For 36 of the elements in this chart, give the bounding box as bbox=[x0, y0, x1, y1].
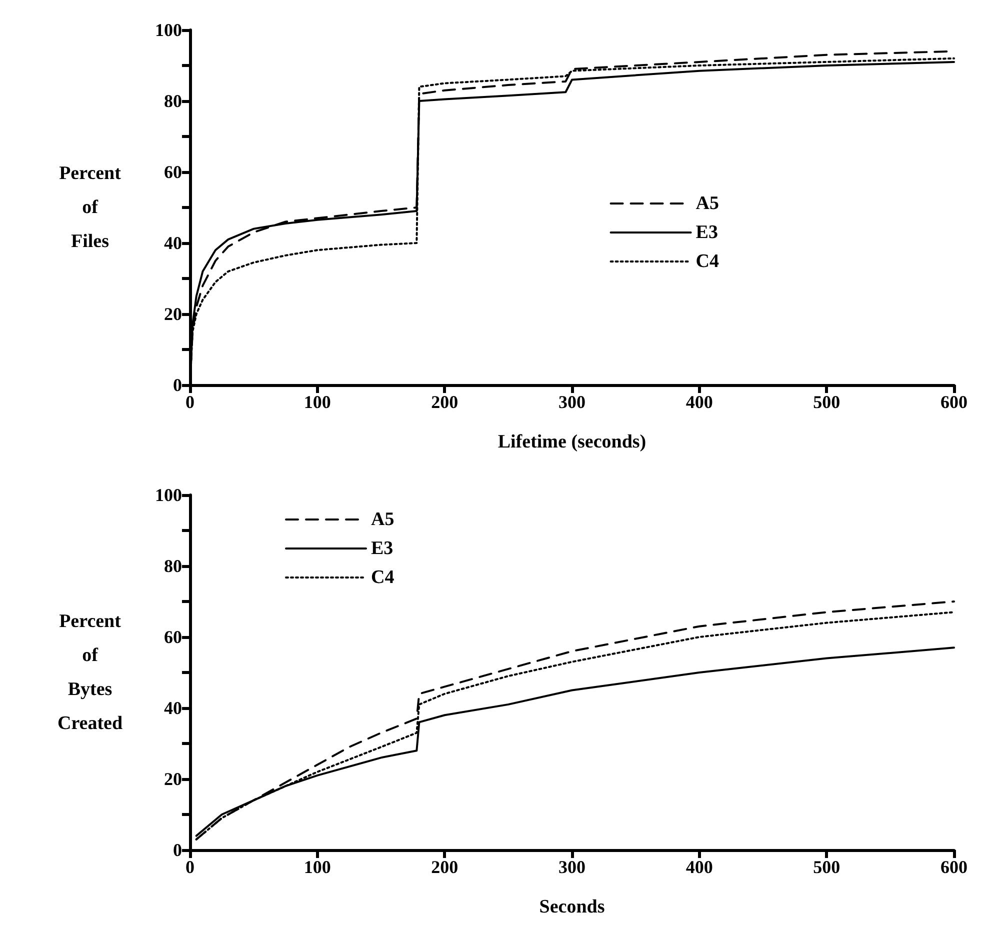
x-axis-title: Seconds bbox=[539, 896, 605, 918]
y-tick-label: 40 bbox=[164, 698, 182, 718]
y-tick-label: 60 bbox=[164, 627, 182, 647]
x-tick-label: 600 bbox=[940, 392, 968, 412]
x-tick-label: 200 bbox=[431, 392, 458, 412]
legend-label: E3 bbox=[696, 222, 718, 243]
legend-label: C4 bbox=[696, 251, 720, 272]
y-tick-label: 0 bbox=[173, 375, 182, 395]
y-tick-label: 100 bbox=[155, 20, 182, 40]
x-tick-label: 0 bbox=[186, 392, 194, 412]
x-tick-label: 500 bbox=[813, 857, 840, 877]
y-tick-label: 80 bbox=[164, 556, 182, 576]
y-axis-title: Percent of Bytes Created bbox=[57, 611, 123, 734]
x-tick-label: 300 bbox=[558, 857, 586, 877]
x-axis-title: Lifetime (seconds) bbox=[498, 432, 646, 452]
x-tick-label: 400 bbox=[686, 392, 713, 412]
x-tick-label: 100 bbox=[304, 857, 331, 877]
x-tick-label: 400 bbox=[686, 857, 713, 877]
x-tick-label: 600 bbox=[940, 857, 968, 877]
x-tick-label: 500 bbox=[813, 392, 840, 412]
legend-label: C4 bbox=[371, 567, 395, 588]
legend-label: A5 bbox=[696, 193, 720, 214]
legend-label: E3 bbox=[371, 538, 394, 559]
x-tick-label: 100 bbox=[304, 392, 331, 412]
y-tick-label: 0 bbox=[173, 840, 182, 860]
y-tick-label: 20 bbox=[164, 304, 182, 324]
y-tick-label: 100 bbox=[155, 485, 182, 505]
x-tick-label: 0 bbox=[186, 857, 194, 877]
x-tick-label: 200 bbox=[431, 857, 458, 877]
legend-label: A5 bbox=[371, 509, 394, 530]
y-tick-label: 60 bbox=[164, 162, 182, 182]
y-tick-label: 80 bbox=[164, 91, 182, 111]
y-axis-title: Percent of Files bbox=[59, 163, 122, 252]
x-tick-label: 300 bbox=[558, 392, 586, 412]
y-tick-label: 20 bbox=[164, 769, 182, 789]
y-tick-label: 40 bbox=[164, 233, 182, 253]
